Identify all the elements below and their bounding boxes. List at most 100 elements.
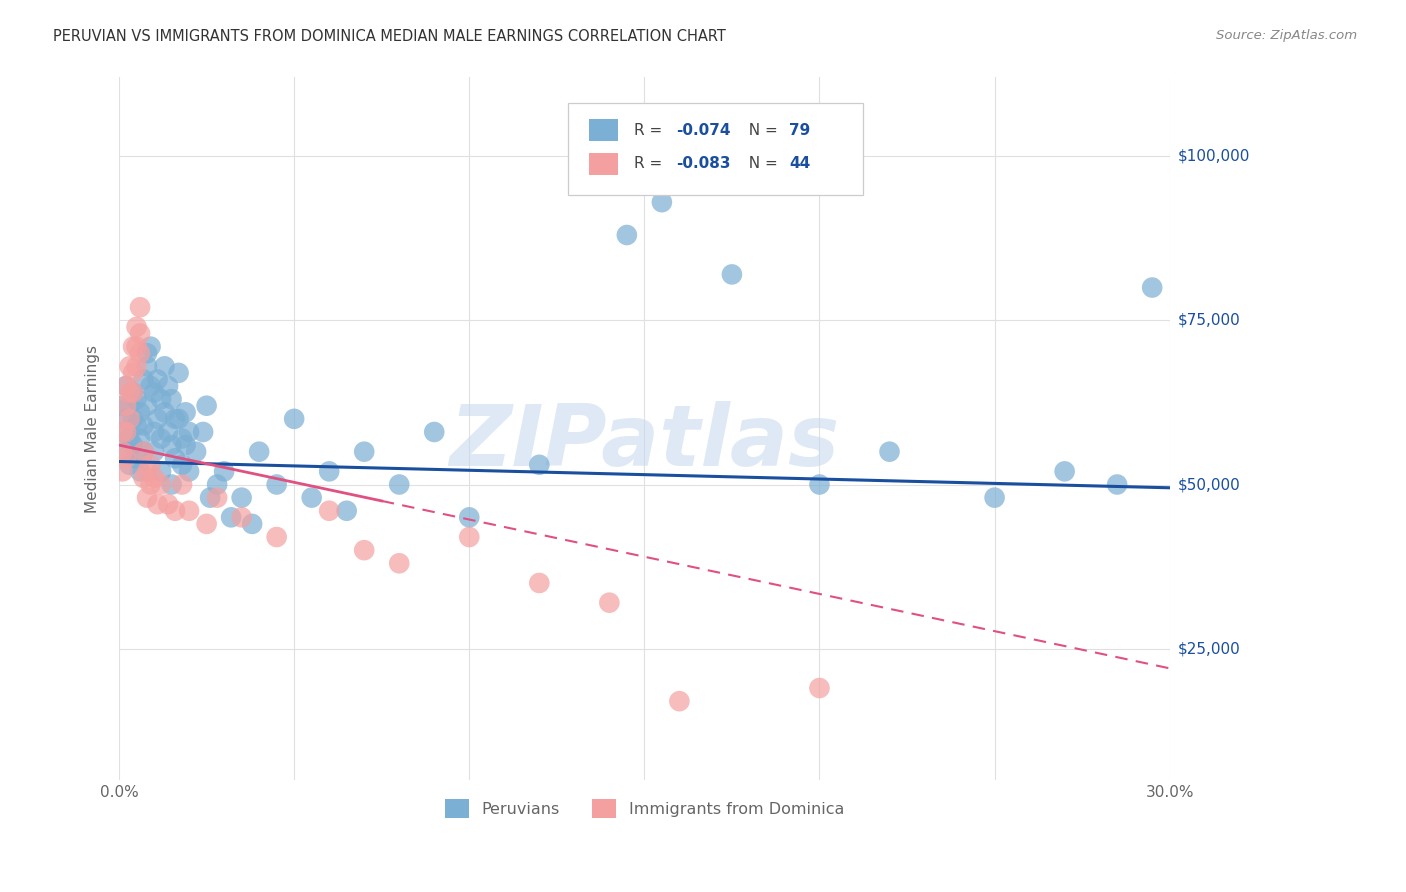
Point <box>125 451 148 466</box>
Point <box>118 458 141 472</box>
Text: $75,000: $75,000 <box>1178 313 1240 328</box>
Point <box>184 444 207 458</box>
Point <box>150 432 173 446</box>
Point <box>132 444 155 458</box>
Text: R =: R = <box>634 122 666 137</box>
Text: $100,000: $100,000 <box>1178 149 1250 164</box>
Point <box>808 681 831 695</box>
Point <box>160 438 183 452</box>
Point <box>240 516 263 531</box>
Point <box>139 340 162 354</box>
Point <box>231 491 253 505</box>
Point <box>115 451 138 466</box>
Point <box>177 464 200 478</box>
Point <box>115 412 138 426</box>
Point <box>721 268 744 282</box>
Text: N =: N = <box>740 156 783 171</box>
Point <box>150 477 173 491</box>
Point <box>172 477 194 491</box>
Point <box>157 379 180 393</box>
Point <box>165 504 187 518</box>
Text: PERUVIAN VS IMMIGRANTS FROM DOMINICA MEDIAN MALE EARNINGS CORRELATION CHART: PERUVIAN VS IMMIGRANTS FROM DOMINICA MED… <box>53 29 727 45</box>
Point <box>212 464 235 478</box>
Point <box>529 576 551 591</box>
Point <box>136 464 159 478</box>
Point <box>146 497 169 511</box>
Point <box>122 438 145 452</box>
Point <box>139 379 162 393</box>
Point <box>129 300 152 314</box>
Point <box>122 412 145 426</box>
Text: 44: 44 <box>789 156 811 171</box>
Point <box>266 530 288 544</box>
Point <box>118 399 141 413</box>
Point <box>153 359 176 374</box>
Point <box>1140 280 1163 294</box>
Point <box>143 444 166 458</box>
Point <box>118 385 141 400</box>
Point <box>160 477 183 491</box>
Point <box>115 379 138 393</box>
Point <box>318 504 340 518</box>
Text: N =: N = <box>740 122 783 137</box>
Point <box>129 346 152 360</box>
Legend: Peruvians, Immigrants from Dominica: Peruvians, Immigrants from Dominica <box>439 792 851 825</box>
Point <box>111 425 134 439</box>
Point <box>118 359 141 374</box>
Point <box>160 392 183 406</box>
Text: -0.083: -0.083 <box>676 156 730 171</box>
Point <box>318 464 340 478</box>
Point <box>132 372 155 386</box>
Point <box>129 405 152 419</box>
Point <box>143 385 166 400</box>
Y-axis label: Median Male Earnings: Median Male Earnings <box>86 344 100 513</box>
Point <box>191 425 214 439</box>
Text: ZIPatlas: ZIPatlas <box>450 401 839 484</box>
Point <box>157 497 180 511</box>
Point <box>122 340 145 354</box>
Text: R =: R = <box>634 156 666 171</box>
Point <box>111 425 134 439</box>
Point <box>115 425 138 439</box>
Point <box>150 464 173 478</box>
Point <box>115 444 138 458</box>
Point <box>125 392 148 406</box>
Point <box>139 477 162 491</box>
Point <box>125 340 148 354</box>
Point <box>458 530 481 544</box>
Point <box>122 366 145 380</box>
Text: 79: 79 <box>789 122 811 137</box>
Text: $50,000: $50,000 <box>1178 477 1240 492</box>
Text: $25,000: $25,000 <box>1178 641 1240 657</box>
Point <box>177 504 200 518</box>
Point <box>668 694 690 708</box>
Point <box>529 458 551 472</box>
Point <box>458 510 481 524</box>
Point <box>132 418 155 433</box>
Point <box>136 346 159 360</box>
Point <box>231 510 253 524</box>
Point <box>165 451 187 466</box>
Point <box>132 471 155 485</box>
Point <box>651 195 673 210</box>
Point <box>172 458 194 472</box>
Point <box>122 385 145 400</box>
Point <box>165 412 187 426</box>
Point <box>132 444 155 458</box>
Point <box>125 359 148 374</box>
Point <box>129 464 152 478</box>
Point <box>136 399 159 413</box>
Text: -0.074: -0.074 <box>676 122 730 137</box>
Point <box>983 491 1005 505</box>
Point <box>353 444 375 458</box>
Point <box>301 491 323 505</box>
Point <box>146 372 169 386</box>
Point <box>118 432 141 446</box>
Point <box>1053 464 1076 478</box>
Point <box>174 405 197 419</box>
Point <box>205 477 228 491</box>
Point <box>808 477 831 491</box>
Point <box>111 444 134 458</box>
Point <box>167 366 190 380</box>
Point <box>598 596 620 610</box>
